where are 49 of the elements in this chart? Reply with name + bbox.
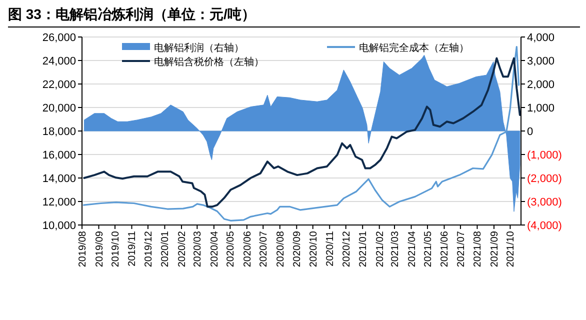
x-tick-label: 2021/05 bbox=[422, 230, 434, 268]
y-tick-label: 22,000 bbox=[42, 79, 76, 91]
legend-label: 电解铝完全成本（左轴） bbox=[359, 42, 469, 54]
y-tick-label: 26,000 bbox=[42, 32, 76, 44]
x-tick-label: 2019/12 bbox=[143, 230, 154, 268]
x-tick-label: 2020/11 bbox=[325, 230, 336, 266]
x-tick-label: 2021/07 bbox=[456, 230, 467, 268]
y-tick-label: 16,000 bbox=[42, 150, 76, 162]
x-tick-label: 2021/04 bbox=[406, 230, 418, 268]
x-tick-label: 2020/06 bbox=[242, 230, 254, 268]
y2-tick-label: (1,000) bbox=[527, 150, 562, 162]
legend-label: 电解铝含税价格（左轴） bbox=[154, 56, 264, 68]
y-tick-label: 14,000 bbox=[42, 173, 76, 185]
x-tick-label: 2020/12 bbox=[341, 230, 352, 268]
y-tick-label: 24,000 bbox=[42, 56, 76, 68]
x-tick-label: 2020/05 bbox=[226, 230, 237, 268]
x-tick-label: 2020/01 bbox=[160, 230, 172, 268]
x-tick-label: 2021/10 bbox=[506, 230, 517, 268]
y-tick-label: 10,000 bbox=[42, 220, 76, 232]
x-tick-label: 2019/11 bbox=[127, 230, 138, 266]
y2-tick-label: 1,000 bbox=[527, 102, 555, 114]
x-tick-label: 2020/07 bbox=[258, 230, 270, 268]
x-tick-label: 2020/10 bbox=[308, 230, 320, 268]
x-tick-label: 2021/01 bbox=[358, 230, 370, 268]
x-tick-label: 2019/09 bbox=[94, 230, 106, 268]
y2-tick-label: 2,000 bbox=[527, 79, 555, 91]
chart-title: 图 33：电解铝冶炼利润（单位：元/吨） bbox=[8, 6, 256, 22]
x-tick-label: 2020/02 bbox=[176, 230, 188, 268]
y2-tick-label: (3,000) bbox=[527, 196, 562, 208]
x-tick-label: 2021/09 bbox=[489, 230, 500, 268]
x-tick-label: 2021/03 bbox=[390, 230, 401, 268]
y2-tick-label: (4,000) bbox=[527, 220, 562, 232]
x-tick-label: 2021/08 bbox=[472, 230, 484, 268]
x-tick-label: 2019/10 bbox=[110, 230, 122, 268]
x-tick-label: 2020/08 bbox=[275, 230, 286, 268]
y2-tick-label: 0 bbox=[527, 126, 534, 138]
x-tick-label: 2020/04 bbox=[209, 230, 220, 268]
legend-label: 电解铝利润（右轴） bbox=[154, 42, 244, 54]
y2-tick-label: (2,000) bbox=[527, 173, 562, 185]
x-tick-label: 2020/03 bbox=[192, 230, 204, 268]
y-tick-label: 20,000 bbox=[42, 102, 76, 114]
x-tick-label: 2021/02 bbox=[374, 230, 386, 268]
y2-tick-label: 4,000 bbox=[527, 32, 555, 44]
x-tick-label: 2019/08 bbox=[78, 230, 88, 268]
y-tick-label: 18,000 bbox=[42, 126, 76, 138]
x-tick-label: 2020/09 bbox=[292, 230, 304, 268]
y-tick-label: 12,000 bbox=[42, 196, 76, 208]
x-tick-label: 2021/06 bbox=[440, 230, 451, 268]
y2-tick-label: 3,000 bbox=[527, 56, 555, 68]
